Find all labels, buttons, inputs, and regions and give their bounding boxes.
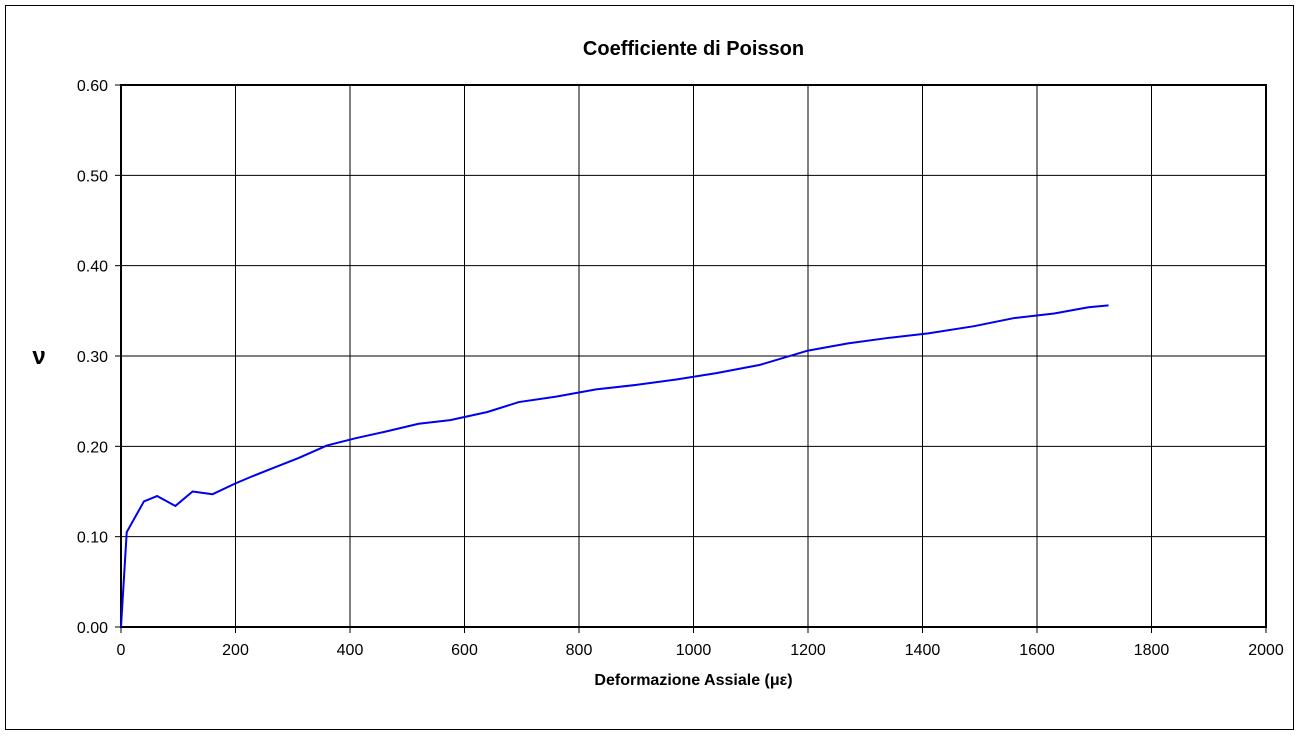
series-layer — [120, 304, 1109, 628]
x-tick-label: 1800 — [1134, 642, 1170, 659]
y-tick-labels: 0.00 0.10 0.20 0.30 0.40 0.50 0.60 — [77, 78, 108, 637]
x-tick-label: 1000 — [676, 642, 712, 659]
y-tick-label: 0.50 — [77, 168, 108, 185]
x-tick-label: 400 — [337, 642, 364, 659]
chart-svg: 0 200 400 600 800 1000 1200 1400 1600 1800 2000 0.… — [32, 38, 1284, 689]
x-tick-labels: 0 200 400 600 800 1000 1200 1400 1600 1800 2000 — [117, 642, 1284, 659]
y-tick-label: 0.20 — [77, 439, 108, 456]
y-axis-title: ν — [32, 343, 45, 370]
chart-title: Coefficiente di Poisson — [583, 38, 804, 60]
grid-layer — [115, 84, 1267, 633]
y-tick-label: 0.40 — [77, 259, 108, 276]
x-tick-label: 600 — [451, 642, 478, 659]
y-tick-label: 0.00 — [77, 620, 108, 637]
x-tick-label: 2000 — [1248, 642, 1284, 659]
y-tick-label: 0.30 — [77, 349, 108, 366]
x-tick-label: 1400 — [905, 642, 941, 659]
y-tick-label: 0.10 — [77, 530, 108, 547]
x-tick-label: 1200 — [790, 642, 826, 659]
x-tick-label: 1600 — [1019, 642, 1055, 659]
series-line — [120, 304, 1109, 628]
x-tick-label: 0 — [117, 642, 126, 659]
x-tick-label: 200 — [222, 642, 249, 659]
chart-frame: 0 200 400 600 800 1000 1200 1400 1600 1800 2000 0.… — [5, 5, 1294, 730]
plot-area — [120, 84, 1267, 628]
y-tick-label: 0.60 — [77, 78, 108, 95]
x-tick-label: 800 — [566, 642, 593, 659]
x-axis-title: Deformazione Assiale (με) — [594, 672, 792, 689]
